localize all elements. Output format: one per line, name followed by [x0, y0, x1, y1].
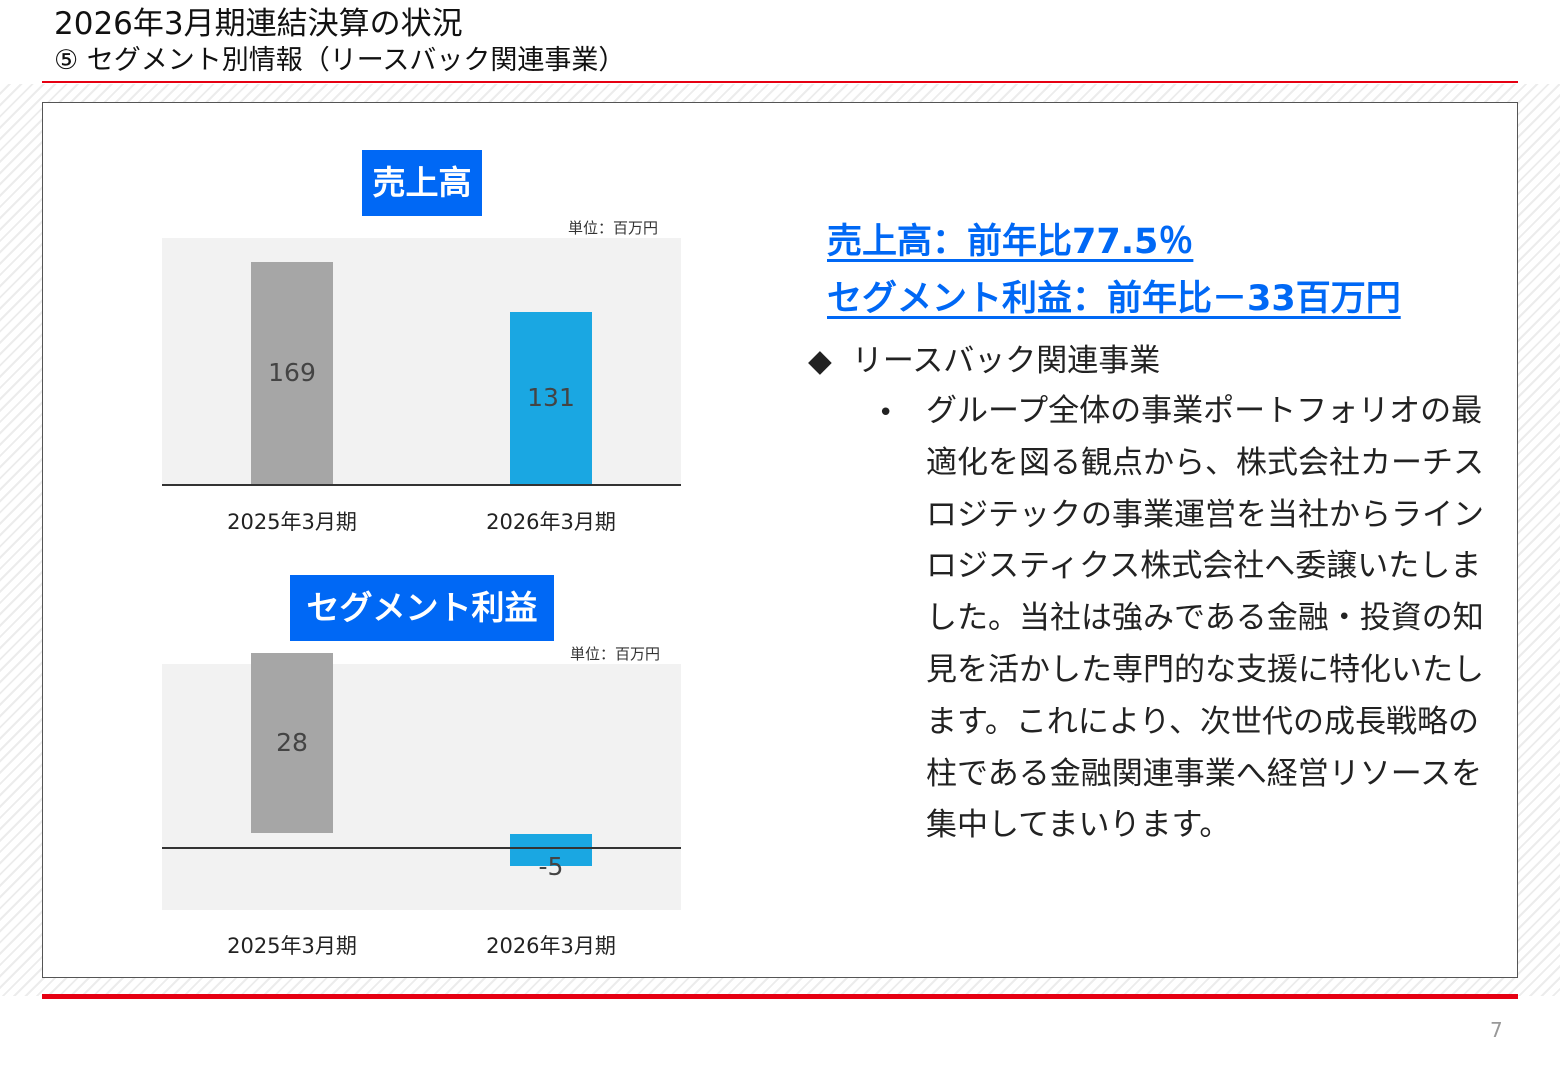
profit-category-label-1: 2026年3月期: [486, 934, 616, 958]
segment_profit-bar-0: [251, 652, 333, 834]
headline-sales: 売上高：前年比77.5％: [827, 222, 1194, 262]
profit-unit-label: 単位：百万円: [570, 645, 661, 663]
profit-axis-line: [162, 847, 681, 849]
profit-plot-area: [162, 664, 681, 910]
segment_profit-bar-1: [510, 833, 592, 866]
section-title: リースバック関連事業: [851, 343, 1161, 379]
sales-unit-label: 単位：百万円: [568, 219, 659, 237]
sales-category-label-0: 2025年3月期: [227, 510, 357, 534]
segment_profit-bar-value-1: -5: [538, 851, 564, 881]
sales-axis-line: [162, 484, 681, 486]
sales-chart-label: 売上高: [362, 150, 482, 216]
sales-plot-area: [162, 238, 681, 486]
page-number: 7: [1490, 1018, 1503, 1042]
footer-divider: [42, 994, 1518, 999]
section-heading: ◆ リースバック関連事業: [808, 340, 1160, 382]
segment_profit-bar-value-0: 28: [276, 728, 308, 758]
sales-bar-1: [510, 312, 592, 484]
profit-category-label-0: 2025年3月期: [227, 934, 357, 958]
diamond-bullet-icon: ◆: [808, 343, 832, 379]
dot-bullet-icon: •: [878, 398, 894, 428]
sales-bar-0: [251, 262, 333, 484]
sales-bar-value-1: 131: [527, 383, 575, 413]
headline-segment-profit: セグメント利益：前年比－33百万円: [827, 279, 1401, 319]
profit-chart-label: セグメント利益: [290, 575, 554, 641]
page-subtitle: ⑤ セグメント別情報（リースバック関連事業）: [54, 45, 626, 76]
header-divider: [42, 81, 1518, 83]
sales-category-label-1: 2026年3月期: [486, 510, 616, 534]
bullet-body-text: グループ全体の事業ポートフォリオの最適化を図る観点から、株式会社カーチスロジテッ…: [926, 393, 1484, 844]
page-title: 2026年3月期連結決算の状況: [54, 6, 463, 42]
sales-bar-value-0: 169: [268, 358, 316, 388]
